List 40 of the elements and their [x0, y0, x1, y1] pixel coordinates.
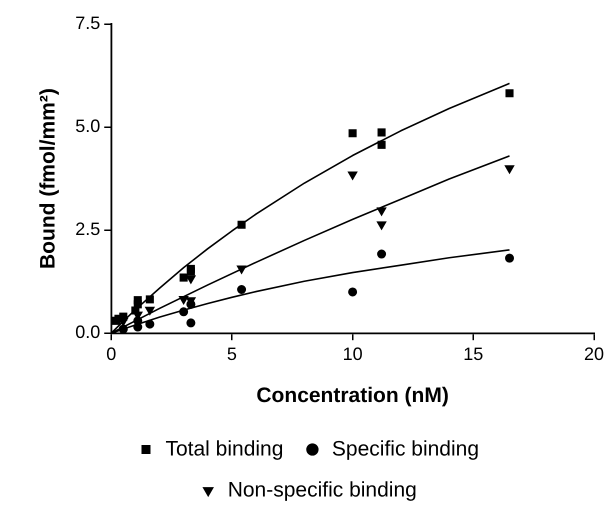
y-tick-label: 7.5	[75, 12, 100, 33]
x-axis-title: Concentration (nM)	[256, 384, 449, 408]
x-tick-label: 20	[584, 344, 604, 364]
x-tick-label: 0	[106, 344, 116, 364]
point	[145, 306, 155, 316]
point	[145, 320, 154, 329]
point	[119, 312, 128, 321]
point	[118, 324, 128, 334]
y-axis-title: Bound (fmol/mm²)	[36, 88, 60, 269]
point	[179, 307, 188, 316]
point	[238, 220, 246, 229]
y-tick-label: 0.0	[75, 322, 100, 342]
x-tick-label: 15	[463, 344, 484, 364]
point	[378, 128, 386, 136]
legend-label: Total binding	[165, 437, 284, 460]
point	[186, 318, 196, 328]
point	[348, 171, 358, 180]
point	[376, 221, 386, 230]
y-tick-label: 2.5	[75, 219, 100, 240]
point	[504, 165, 514, 174]
point	[376, 207, 386, 216]
point	[237, 285, 246, 294]
point	[146, 295, 154, 304]
point	[348, 129, 357, 138]
point	[178, 296, 188, 304]
legend-label: Non-specific binding	[228, 478, 417, 502]
point	[186, 275, 196, 284]
point	[378, 140, 386, 149]
x-tick-label: 5	[226, 344, 237, 364]
point	[134, 300, 142, 308]
point	[348, 287, 358, 296]
x-tick-label: 10	[342, 344, 363, 364]
point	[505, 89, 514, 98]
y-tick-label: 5.0	[75, 116, 100, 136]
point	[186, 267, 195, 276]
point	[505, 254, 514, 263]
point	[180, 274, 188, 282]
point	[236, 265, 246, 274]
point	[377, 250, 386, 259]
legend-label: Specific binding	[332, 437, 480, 460]
